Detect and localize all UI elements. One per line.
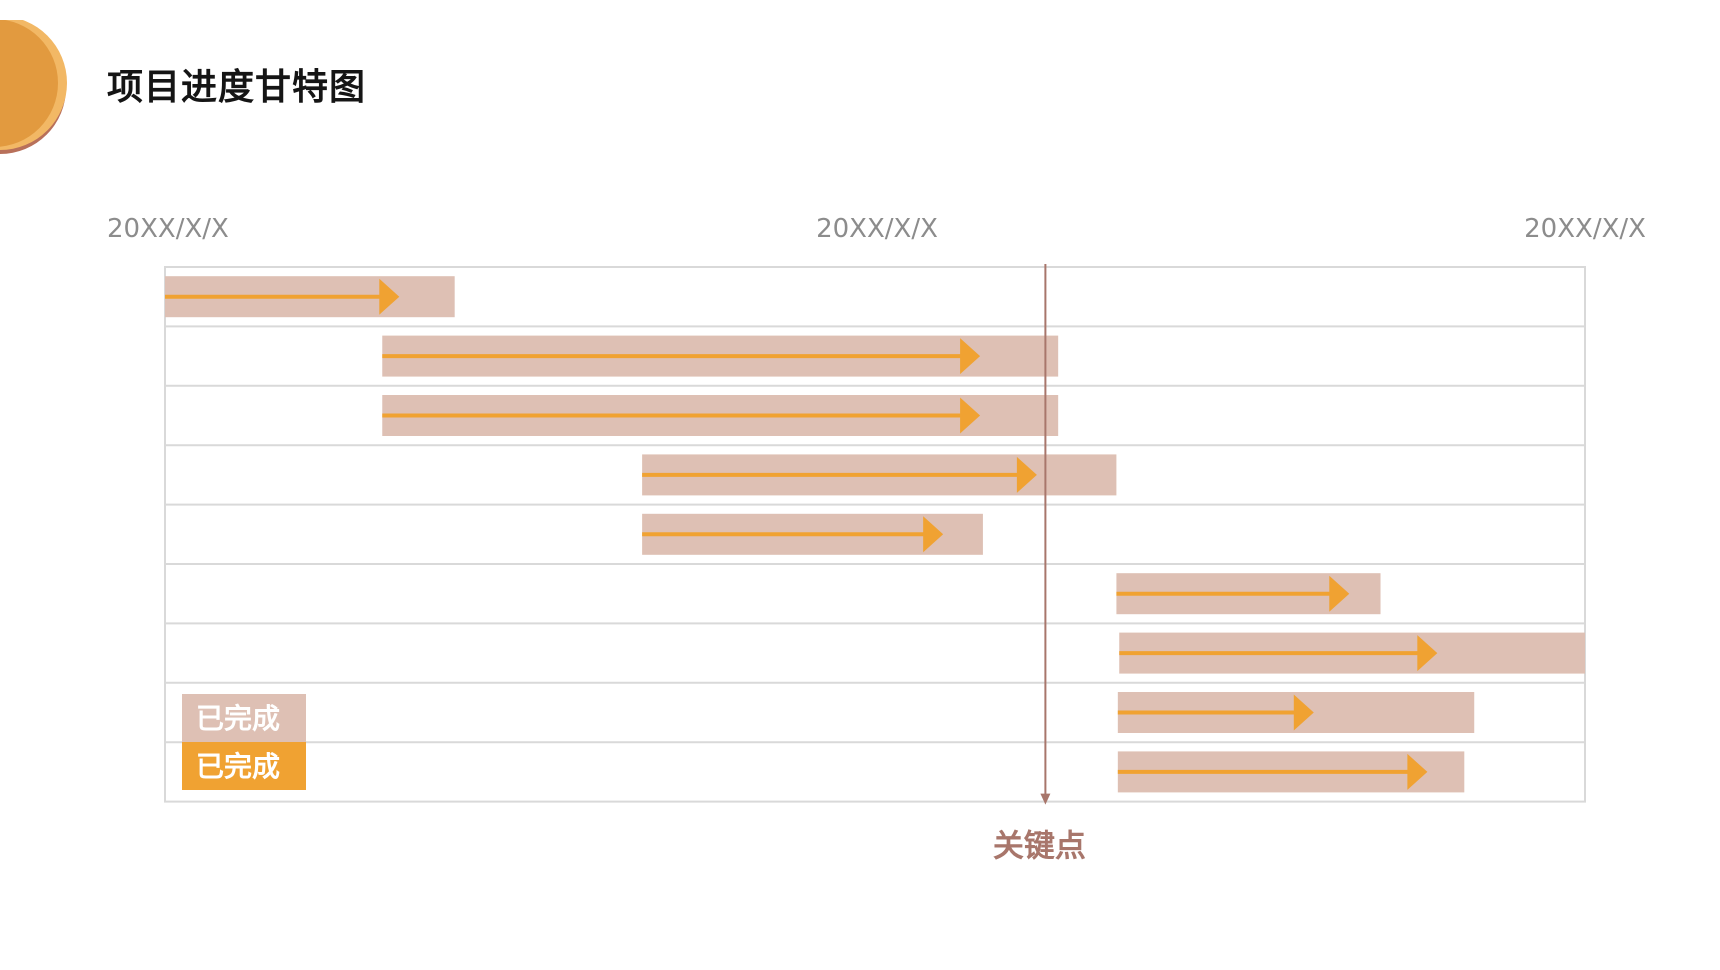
progress-arrow-head — [1293, 694, 1314, 731]
axis-tick-label: 20XX/X/X — [1524, 214, 1646, 244]
progress-arrow-head — [379, 278, 400, 315]
progress-arrow-head — [960, 338, 981, 375]
progress-arrow-head — [1016, 456, 1037, 493]
progress-arrow-head — [1329, 575, 1350, 612]
page-title: 项目进度甘特图 — [107, 67, 367, 108]
progress-arrow-head — [1407, 753, 1428, 790]
progress-arrow-head — [923, 516, 944, 553]
milestone-label: 关键点 — [993, 829, 1086, 865]
progress-arrow-head — [960, 397, 981, 434]
axis-tick-label: 20XX/X/X — [107, 214, 229, 244]
grid-frame — [164, 266, 1586, 803]
milestone-arrowhead — [1040, 793, 1051, 805]
corner-decoration — [0, 20, 67, 154]
legend-label: 已完成 — [196, 750, 280, 783]
legend-label: 已完成 — [196, 702, 280, 735]
legend-swatch — [182, 742, 306, 790]
axis-tick-label: 20XX/X/X — [816, 214, 938, 244]
legend-swatch — [182, 694, 306, 742]
progress-arrow-head — [1417, 635, 1438, 672]
